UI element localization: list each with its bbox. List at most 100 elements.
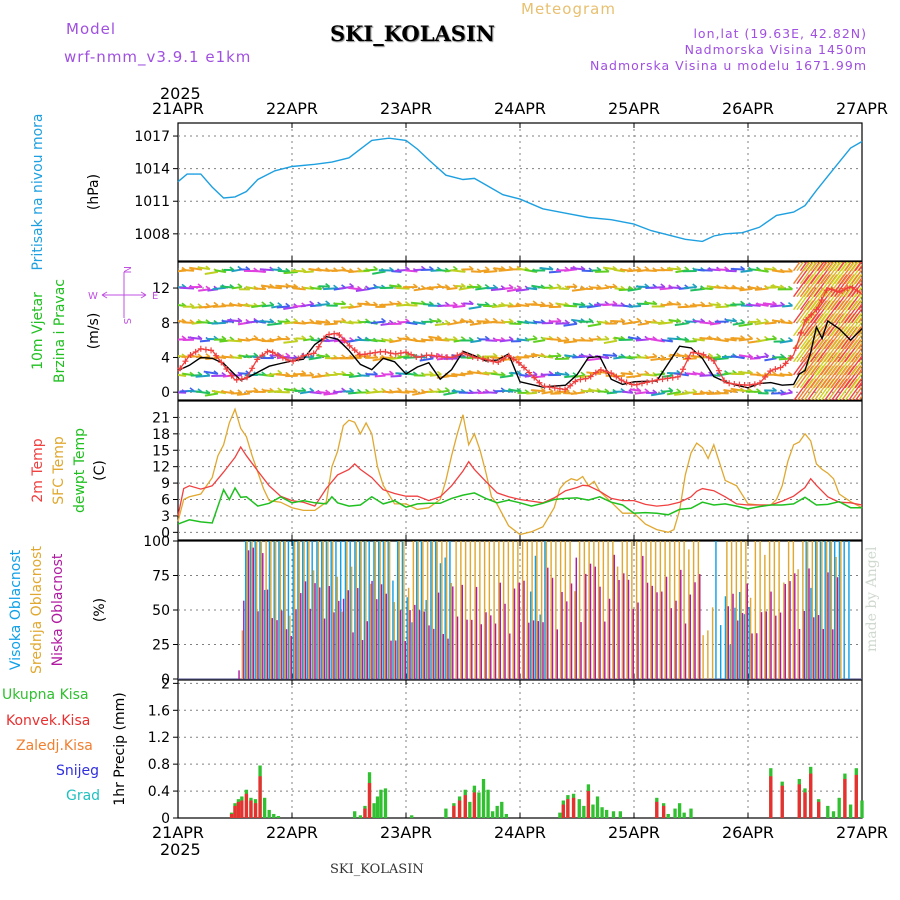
wind-arrow <box>499 374 514 379</box>
x-tick-label-top: 27APR <box>836 99 888 118</box>
y-tick-label: 1011 <box>134 194 170 210</box>
cloud-bar-1 <box>692 541 695 679</box>
cloud-bar-1 <box>350 566 353 679</box>
wind-arrow <box>699 321 713 325</box>
wind-arrow-head <box>293 337 299 342</box>
cloud-bar-1 <box>298 541 301 679</box>
wind-arrow-head <box>341 317 347 323</box>
wind-arrow-storm <box>851 359 862 376</box>
wind-arrow-storm <box>844 262 853 272</box>
x-tick-label-top: 21APR <box>152 99 204 118</box>
cloud-bar-0 <box>430 541 432 679</box>
wind-arrow <box>764 321 777 325</box>
wind-arrow-head <box>779 353 785 358</box>
precip-bar-1 <box>229 813 234 818</box>
precip-bar-0 <box>468 801 472 818</box>
gust-marker <box>638 380 645 387</box>
wind-arrow <box>355 288 370 293</box>
cloud-bar-2 <box>461 584 463 679</box>
wind-arrow-head <box>388 370 394 375</box>
wind-arrow-head <box>548 301 554 307</box>
wind-arrow <box>754 287 769 291</box>
precip-bar-1 <box>809 773 813 818</box>
cloud-bar-1 <box>669 541 671 679</box>
cloud-bar-1 <box>374 541 377 679</box>
cloud-bar-1 <box>555 541 557 679</box>
precip-bar-1 <box>561 804 565 818</box>
wind-arrow-head <box>708 389 714 394</box>
wind-arrow-head <box>436 370 442 376</box>
gust-marker <box>438 353 445 360</box>
wind-arrow-head <box>484 335 490 341</box>
wind-arrow <box>539 304 554 308</box>
cloud-bar-2 <box>675 600 677 679</box>
precip-bar-1 <box>780 785 784 818</box>
wind-arrow-head <box>388 266 394 272</box>
wind-arrow-head <box>197 283 203 288</box>
cloud-bar-2 <box>243 600 245 679</box>
cloud-bar-2 <box>361 640 364 679</box>
cloud-bar-2 <box>817 615 820 679</box>
cloud-bar-2 <box>832 629 834 679</box>
wind-arrow <box>390 302 402 306</box>
wind-arrow <box>231 285 242 290</box>
cloud-bar-1 <box>768 541 771 679</box>
wind-arrow-head <box>237 354 243 359</box>
cloud-bar-2 <box>437 592 440 679</box>
cloud-bar-2 <box>775 615 777 679</box>
gust-marker <box>562 386 569 393</box>
wind-arrow-storm <box>824 236 840 258</box>
cloud-bar-2 <box>471 619 473 679</box>
cloud-bar-1 <box>322 541 324 679</box>
wind-arrow-head <box>787 336 793 342</box>
precip-bar-0 <box>276 815 280 818</box>
wind-arrow <box>530 389 546 393</box>
cloud-bar-0 <box>292 541 294 679</box>
wind-arrow-head <box>676 301 682 306</box>
wind-arrow-storm <box>834 262 842 272</box>
precip-bar-0 <box>860 800 864 818</box>
y-tick-label: 8 <box>161 316 170 332</box>
wind-dir-north: N <box>121 266 132 273</box>
wind-arrow-head <box>428 266 434 271</box>
gust-marker <box>628 381 635 388</box>
wind-arrow-head <box>468 318 474 323</box>
cloud-bar-2 <box>409 610 411 679</box>
wind-arrow <box>754 321 769 326</box>
wind-arrow-head <box>532 371 538 376</box>
wind-arrow <box>557 339 570 343</box>
wind-arrow-head <box>468 300 474 305</box>
y-tick-label: 15 <box>152 443 170 459</box>
cloud-unit-label: (%) <box>92 598 108 622</box>
wind-arrow-storm <box>837 262 846 272</box>
wind-arrow-head <box>572 283 578 288</box>
cloud-bar-0 <box>748 607 750 679</box>
wind-arrow <box>443 391 458 396</box>
wind-arrow <box>323 392 338 396</box>
wind-arrow-head <box>564 336 570 341</box>
wind-arrow-storm <box>854 273 862 285</box>
wind-arrow-head <box>700 371 706 376</box>
cloud-bar-1 <box>735 541 738 679</box>
wind-arrow-head <box>277 369 283 374</box>
wind-arrow-head <box>787 302 793 307</box>
wind-arrow-head <box>237 317 243 322</box>
cloud-bar-2 <box>314 583 316 679</box>
cloud-side-label-0: Visoka Oblacnost <box>8 549 24 670</box>
cloud-bar-2 <box>779 612 782 679</box>
wind-arrow <box>780 321 793 325</box>
cloud-bar-0 <box>824 541 826 679</box>
wind-arrow-head <box>309 318 315 323</box>
wind-arrow-head <box>724 266 730 271</box>
cloud-bar-2 <box>803 610 805 679</box>
y-tick-label: 6 <box>161 493 170 509</box>
wind-arrow <box>635 285 649 289</box>
wind-arrow-storm <box>851 385 862 400</box>
wind-arrow <box>526 337 538 341</box>
gust-marker <box>597 366 604 373</box>
wind-arrow <box>179 286 195 290</box>
wind-arrow-head <box>317 285 323 290</box>
precip-bar-1 <box>463 795 467 818</box>
cloud-bar-1 <box>830 541 833 679</box>
cloud-bar-2 <box>428 625 430 679</box>
